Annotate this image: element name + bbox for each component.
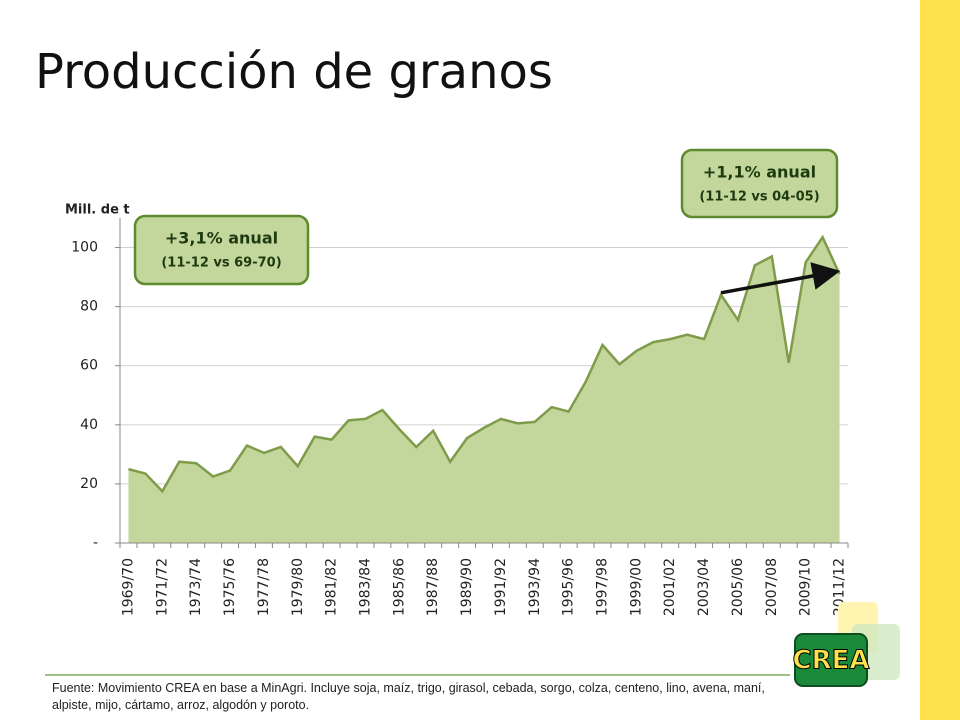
annotation-box [680,148,839,219]
x-tick-label: 1971/72 [154,558,170,616]
x-tick-label: 1999/00 [628,558,644,616]
x-tick-label: 1977/78 [256,558,272,616]
x-tick-label: 1995/96 [561,558,577,616]
x-tick-label: 1989/90 [459,558,475,616]
x-tick-label: 2001/02 [662,558,678,616]
annotation-title: +3,1% anual [165,229,278,248]
y-tick-label: 20 [80,476,98,492]
logo-box [794,633,868,687]
x-tick-label: 2011/12 [832,558,848,616]
x-tick-label: 1991/92 [493,558,509,616]
y-tick-label: 100 [71,240,98,256]
x-tick-label: 1975/76 [222,558,238,616]
x-tick-label: 1973/74 [188,558,204,616]
area [128,237,840,544]
x-tick-label: 2009/10 [798,558,814,616]
logo: CREA [793,646,870,676]
x-tick-label: 1983/84 [357,558,373,616]
x-tick-label: 1997/98 [595,558,611,616]
x-tick-label: 1987/88 [425,558,441,616]
slide-title: Producción de granos [35,44,553,100]
y-tick-label: - [93,535,98,551]
y-tick-label: 60 [80,358,98,374]
x-tick-label: 1985/86 [391,558,407,616]
x-tick-label: 1979/80 [290,558,306,616]
x-tick-label: 2003/04 [696,558,712,616]
x-tick-label: 1981/82 [324,558,340,616]
source-note: Fuente: Movimiento CREA en base a MinAgr… [52,681,765,712]
plot: - 20 40 60 80 100 1969/70 1971/72 1973/74 1975/76… [71,148,849,616]
y-axis-label: Mill. de t [65,203,130,218]
x-tick-label: 2007/08 [764,558,780,616]
side-strip [920,0,960,720]
trend-arrow [720,262,841,295]
x-tick-label: 1993/94 [527,558,543,616]
y-tick-label: 80 [80,299,98,315]
annotation-title: +1,1% anual [703,163,816,182]
y-tick-label: 40 [80,417,98,433]
annotation-box [133,214,310,286]
x-tick-label: 1969/70 [120,558,136,616]
line [128,234,841,494]
x-tick-label: 2005/06 [730,558,746,616]
annotation-subtitle: (11-12 vs 04-05) [699,190,819,205]
annotation-subtitle: (11-12 vs 69-70) [161,256,281,271]
